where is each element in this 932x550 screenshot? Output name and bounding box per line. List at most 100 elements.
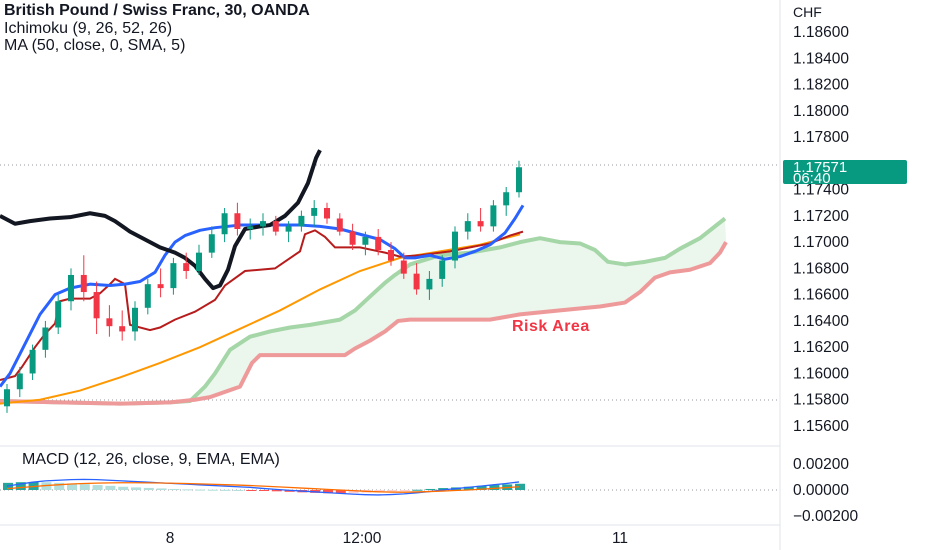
macd-histogram-bar bbox=[67, 483, 77, 490]
moving-average-line bbox=[0, 233, 521, 405]
candle-bearish bbox=[375, 236, 382, 251]
candle-bullish bbox=[298, 215, 305, 227]
candle-bullish bbox=[16, 373, 23, 390]
macd-histogram-bar bbox=[169, 488, 180, 490]
macd-axis-label: −0.00200 bbox=[793, 508, 858, 525]
candle-bearish bbox=[272, 221, 279, 232]
macd-histogram-bar bbox=[271, 490, 282, 492]
macd-histogram-bar bbox=[220, 489, 231, 491]
price-axis-label: 1.16200 bbox=[793, 339, 849, 356]
price-axis-label: 1.18600 bbox=[793, 24, 849, 41]
candle-bullish bbox=[221, 213, 228, 235]
price-axis-label: 1.16000 bbox=[793, 365, 849, 382]
candle-bullish bbox=[439, 260, 446, 279]
price-axis-label: 1.15600 bbox=[793, 418, 849, 435]
macd-histogram-bar bbox=[412, 489, 423, 491]
time-axis-label: 12:00 bbox=[343, 530, 382, 547]
time-axis-label: 11 bbox=[612, 530, 628, 547]
candle-bullish bbox=[196, 252, 202, 272]
price-axis-label: 1.16400 bbox=[793, 313, 849, 330]
candle-bullish bbox=[170, 263, 177, 289]
candle-bullish bbox=[426, 278, 433, 290]
chikou-span-line bbox=[0, 149, 322, 291]
candle-bullish bbox=[68, 274, 74, 302]
senkou-span-b-line bbox=[0, 241, 728, 406]
last-price-value: 1.17571 bbox=[793, 159, 848, 176]
macd-histogram-bar bbox=[207, 489, 218, 491]
candle-bearish bbox=[80, 274, 87, 293]
last-price-tag: 1.17571 06:40 bbox=[783, 159, 907, 187]
macd-histogram-bar bbox=[374, 490, 385, 492]
macd-histogram-bar bbox=[387, 490, 397, 492]
macd-histogram-bar bbox=[515, 483, 525, 490]
macd-histogram-bar bbox=[54, 482, 65, 490]
price-axis-label: 1.16800 bbox=[793, 260, 849, 277]
price-axis-label: 1.17400 bbox=[793, 182, 849, 199]
macd-histogram-bar bbox=[335, 490, 346, 494]
time-axis-label: 8 bbox=[166, 530, 175, 547]
candle-bearish bbox=[349, 231, 356, 245]
currency-label: CHF bbox=[793, 4, 822, 20]
macd-histogram-bar bbox=[476, 485, 487, 490]
candle-bearish bbox=[324, 207, 330, 219]
macd-histogram-bar bbox=[15, 482, 26, 490]
macd-histogram-bar bbox=[195, 489, 205, 491]
macd-histogram-bar bbox=[399, 490, 410, 491]
macd-histogram-bar bbox=[79, 484, 90, 490]
candle-bullish bbox=[311, 207, 318, 216]
price-axis-label: 1.17200 bbox=[793, 208, 849, 225]
candle-bearish bbox=[388, 250, 394, 261]
candle-bearish bbox=[157, 284, 164, 289]
candle-bullish bbox=[144, 284, 151, 308]
candle-bearish bbox=[413, 273, 420, 290]
price-axis-label: 1.17800 bbox=[793, 129, 849, 146]
candle-bullish bbox=[490, 205, 497, 227]
ma-legend[interactable]: MA (50, close, 0, SMA, 5) bbox=[4, 37, 186, 54]
symbol-title[interactable]: British Pound / Swiss Franc, 30, OANDA bbox=[4, 2, 310, 19]
ichimoku-legend[interactable]: Ichimoku (9, 26, 52, 26) bbox=[4, 19, 173, 37]
candle-bearish bbox=[119, 326, 126, 332]
candle-bullish bbox=[285, 226, 292, 232]
macd-histogram-bar bbox=[323, 490, 333, 494]
candle-bearish bbox=[106, 318, 113, 327]
macd-histogram-bar bbox=[463, 486, 474, 490]
candle-bullish bbox=[208, 234, 215, 253]
candle-bearish bbox=[336, 218, 343, 232]
candle-bullish bbox=[55, 301, 62, 328]
candle-bullish bbox=[247, 226, 254, 229]
macd-histogram-bar bbox=[348, 490, 359, 494]
price-axis-label: 1.15800 bbox=[793, 392, 849, 409]
macd-histogram-bar bbox=[105, 485, 116, 490]
candle-bullish bbox=[4, 389, 10, 407]
macd-histogram-bar bbox=[156, 488, 167, 490]
candle-bearish bbox=[477, 221, 484, 227]
candle-bullish bbox=[503, 192, 510, 206]
risk-area-annotation: Risk Area bbox=[512, 318, 590, 335]
macd-histogram-bar bbox=[233, 490, 244, 491]
candle-bullish bbox=[29, 349, 36, 374]
candle-bullish bbox=[464, 221, 471, 232]
macd-histogram-bar bbox=[246, 490, 257, 491]
macd-histogram-bar bbox=[143, 487, 154, 490]
chart-legend: British Pound / Swiss Franc, 30, OANDA I… bbox=[4, 2, 310, 55]
candle-bullish bbox=[260, 221, 266, 227]
macd-histogram-bar bbox=[489, 485, 500, 490]
price-axis-label: 1.17000 bbox=[793, 234, 849, 251]
price-axis-label: 1.16600 bbox=[793, 287, 849, 304]
bar-countdown: 06:40 bbox=[793, 170, 831, 187]
candle-bullish bbox=[452, 231, 458, 261]
macd-axis-label: 0.00200 bbox=[793, 456, 849, 473]
candle-bullish bbox=[132, 307, 138, 332]
macd-histogram-bar bbox=[438, 488, 449, 490]
candle-bearish bbox=[234, 213, 241, 229]
price-axis-label: 1.18400 bbox=[793, 50, 849, 67]
macd-legend[interactable]: MACD (12, 26, close, 9, EMA, EMA) bbox=[22, 451, 280, 468]
price-axis-label: 1.18000 bbox=[793, 103, 849, 120]
candle-bearish bbox=[400, 260, 407, 274]
macd-histogram-bar bbox=[92, 485, 103, 490]
kumo-cloud-fill bbox=[0, 218, 726, 404]
candle-bearish bbox=[183, 263, 190, 272]
signal-line bbox=[6, 482, 520, 493]
candle-bullish bbox=[362, 236, 369, 245]
